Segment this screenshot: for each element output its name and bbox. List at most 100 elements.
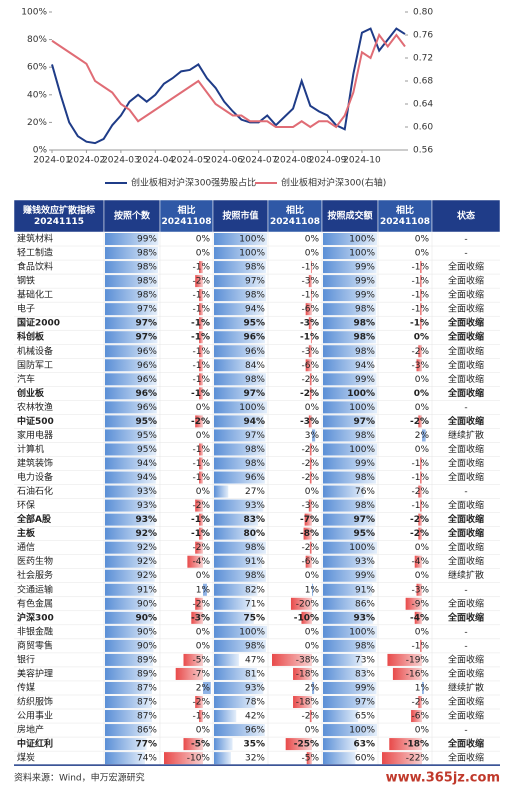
cell-text: -2%: [301, 543, 319, 553]
cell-text: -3%: [411, 585, 429, 595]
value-bar: [323, 695, 376, 709]
header-text: 相比: [396, 204, 414, 216]
cell-text: 99%: [137, 235, 157, 245]
y2-tick-label: 0.80: [413, 8, 433, 18]
value-bar: [323, 611, 374, 624]
cell-text: 100%: [239, 235, 265, 245]
row-name: 食品饮料: [17, 261, 53, 273]
change-bar: [199, 373, 203, 386]
header-text: 20241115: [34, 217, 84, 227]
row-name: 煤炭: [17, 752, 35, 764]
value-bar: [105, 345, 157, 358]
change-bar: [195, 541, 203, 554]
value-bar: [105, 485, 156, 498]
cell-text: 92%: [137, 571, 157, 581]
cell-text: 95%: [243, 319, 265, 329]
change-bar: [418, 415, 422, 428]
status: 继续扩散: [448, 429, 484, 441]
status: 继续扩散: [448, 569, 484, 581]
cell-text: 97%: [355, 698, 375, 708]
value-bar: [323, 597, 370, 610]
cell-text: -1%: [411, 291, 429, 301]
cell-text: -1%: [410, 319, 429, 329]
cell-text: -7%: [300, 515, 319, 525]
cell-text: 97%: [243, 389, 265, 399]
row-name: 有色金属: [17, 597, 53, 609]
change-bar: [199, 261, 203, 274]
cell-text: -1%: [192, 361, 210, 371]
cell-text: -1%: [192, 459, 210, 469]
cell-text: 95%: [353, 529, 375, 539]
value-bar: [105, 499, 156, 512]
cell-text: 0%: [415, 403, 430, 413]
value-bar: [105, 247, 158, 260]
change-bar: [389, 738, 422, 751]
cell-text: 94%: [137, 473, 157, 483]
cell-text: -22%: [406, 754, 430, 764]
change-bar: [420, 499, 422, 512]
change-bar: [305, 359, 312, 372]
cell-text: 100%: [239, 249, 265, 259]
cell-text: 98%: [245, 641, 265, 651]
cell-text: 98%: [355, 305, 375, 315]
value-bar: [323, 724, 377, 737]
header-text: 20241108: [270, 217, 320, 227]
cell-text: 27%: [245, 487, 265, 497]
value-bar: [105, 443, 157, 456]
cell-text: 0%: [305, 487, 320, 497]
status: -: [464, 627, 467, 637]
row-name: 电力设备: [17, 471, 53, 483]
cell-text: 90%: [137, 627, 157, 637]
cell-text: 0%: [196, 249, 211, 259]
y-tick-label: 80%: [27, 35, 47, 45]
value-bar: [105, 275, 158, 288]
value-bar: [323, 331, 376, 344]
value-bar: [105, 597, 154, 610]
value-bar: [105, 541, 155, 554]
change-bar: [414, 611, 422, 624]
status: 全面收缩: [447, 387, 484, 399]
cell-text: -6%: [301, 557, 319, 567]
row-name: 机械设备: [17, 345, 53, 357]
cell-text: -3%: [301, 347, 319, 357]
change-bar: [392, 667, 422, 680]
change-bar: [310, 289, 312, 302]
change-bar: [420, 317, 422, 330]
cell-text: 63%: [353, 740, 375, 750]
cell-text: 0%: [415, 235, 430, 245]
value-bar: [323, 233, 377, 246]
change-bar: [420, 303, 422, 316]
change-bar: [195, 499, 203, 512]
change-bar: [191, 611, 203, 624]
cell-text: 80%: [243, 529, 265, 539]
cell-text: -1%: [411, 305, 429, 315]
change-bar: [199, 303, 203, 316]
row-name: 通信: [17, 541, 35, 553]
change-bar: [387, 653, 422, 666]
change-bar: [195, 275, 203, 288]
cell-text: -6%: [301, 305, 319, 315]
row-name: 汽车: [17, 373, 35, 385]
value-bar: [214, 331, 265, 344]
value-bar: [214, 583, 258, 596]
row-name: 传媒: [17, 681, 35, 693]
cell-text: -2%: [192, 599, 210, 609]
change-bar: [418, 345, 422, 358]
status: 全面收缩: [448, 289, 484, 301]
status: 全面收缩: [447, 513, 484, 525]
cell-text: -5%: [191, 740, 210, 750]
change-bar: [309, 457, 312, 470]
cell-text: 100%: [349, 403, 375, 413]
value-bar: [214, 359, 259, 372]
status: 全面收缩: [448, 373, 484, 385]
change-bar: [310, 261, 312, 274]
value-bar: [214, 303, 264, 316]
header-cell: [321, 199, 379, 233]
row-name: 轻工制造: [17, 247, 53, 259]
x-tick-label: 2024-10: [343, 156, 381, 166]
cell-text: 2%: [415, 431, 430, 441]
cell-text: -18%: [404, 740, 429, 750]
cell-text: 97%: [135, 319, 157, 329]
cell-text: 0%: [305, 627, 320, 637]
value-bar: [214, 387, 266, 400]
